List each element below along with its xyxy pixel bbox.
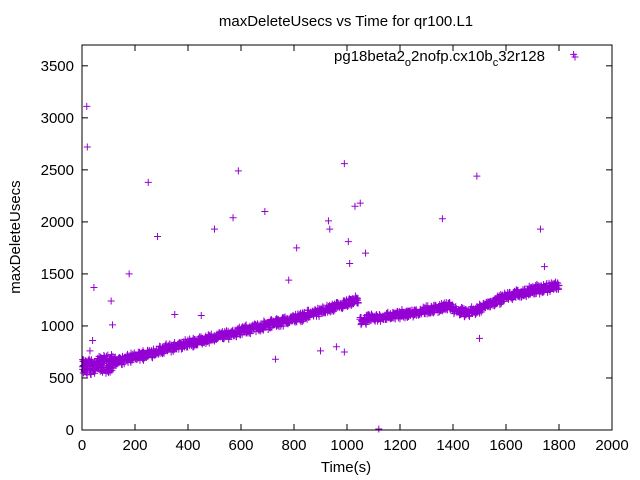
outlier-point <box>83 143 91 151</box>
outlier-point <box>293 244 301 252</box>
outlier-point <box>171 311 179 318</box>
outlier-point <box>438 215 446 223</box>
y-tick-label: 500 <box>49 370 74 387</box>
data-point <box>476 309 484 317</box>
data-point <box>499 297 507 305</box>
y-axis-label: maxDeleteUsecs <box>7 180 24 293</box>
y-tick-label: 1000 <box>41 318 74 335</box>
y-tick-label: 3500 <box>41 58 74 75</box>
outlier-point <box>144 178 152 186</box>
outlier-point <box>89 337 97 345</box>
outlier-point <box>285 276 293 284</box>
data-point <box>228 327 236 335</box>
outlier-point <box>234 167 242 175</box>
x-tick-label: 1600 <box>489 437 522 454</box>
legend: pg18beta2o2nofp.cx10bc32r128 <box>334 48 579 69</box>
x-tick-label: 2000 <box>595 437 628 454</box>
y-axis: 0 500 1000 1500 2000 2500 3000 3500 <box>41 58 612 439</box>
plot-frame <box>81 44 613 431</box>
outlier-point <box>362 249 370 257</box>
outlier-point <box>108 321 116 329</box>
outlier-point <box>340 160 348 168</box>
data-points <box>79 50 578 433</box>
data-point <box>105 367 113 375</box>
outlier-point <box>332 343 340 351</box>
y-tick-label: 2500 <box>41 162 74 179</box>
outlier-point <box>154 232 162 240</box>
chart-title: maxDeleteUsecs vs Time for qr100.L1 <box>219 13 473 30</box>
data-point <box>205 339 213 347</box>
outlier-point <box>125 270 133 278</box>
outlier-point <box>344 238 352 246</box>
x-tick-label: 600 <box>228 437 253 454</box>
legend-label: pg18beta2o2nofp.cx10bc32r128 <box>334 48 545 69</box>
outlier-point <box>351 202 359 210</box>
data-point <box>555 282 563 290</box>
x-tick-label: 800 <box>281 437 306 454</box>
x-tick-label: 1200 <box>383 437 416 454</box>
x-axis-label: Time(s) <box>321 459 371 476</box>
data-point <box>338 305 346 313</box>
legend-label-sub: o <box>405 57 411 69</box>
data-point <box>354 299 362 307</box>
y-tick-label: 3000 <box>41 110 74 127</box>
outlier-point <box>536 225 544 233</box>
outlier-point <box>90 283 98 291</box>
outlier-point <box>346 260 354 268</box>
outlier-point <box>317 347 324 355</box>
data-point <box>108 351 116 359</box>
data-point <box>315 312 323 320</box>
outlier-point <box>340 348 348 356</box>
y-tick-label: 2000 <box>41 214 74 231</box>
legend-marker <box>571 53 579 61</box>
x-tick-label: 400 <box>175 437 200 454</box>
legend-label-part: pg18beta2 <box>334 48 405 65</box>
x-tick-label: 200 <box>122 437 147 454</box>
outlier-point <box>540 263 548 271</box>
outlier-point <box>473 172 481 180</box>
y-tick-label: 0 <box>66 422 74 439</box>
legend-marker-symbol <box>571 53 579 61</box>
outlier-point <box>83 102 91 110</box>
outlier-point <box>324 217 332 225</box>
legend-label-part: 2nofp.cx10b <box>411 48 493 65</box>
x-axis: 0 200 400 600 800 1000 1200 1400 1600 1800 2000 <box>78 45 629 454</box>
data-point <box>459 304 467 312</box>
outlier-point <box>326 225 334 233</box>
outlier-point <box>86 347 94 355</box>
data-point <box>120 360 128 368</box>
outlier-point <box>197 312 205 320</box>
legend-label-sub: c <box>493 57 499 69</box>
outlier-point <box>261 207 269 215</box>
outlier-point <box>229 214 237 222</box>
y-tick-label: 1500 <box>41 266 74 283</box>
outlier-point <box>107 297 115 305</box>
outlier-point <box>375 425 383 433</box>
outlier-point <box>476 334 483 342</box>
data-point <box>362 320 370 328</box>
outlier-point <box>211 225 218 233</box>
x-tick-label: 1400 <box>436 437 469 454</box>
outlier-point <box>271 355 279 363</box>
x-tick-label: 1000 <box>330 437 363 454</box>
legend-label-part: 32r128 <box>498 48 545 65</box>
x-tick-label: 1800 <box>542 437 575 454</box>
outlier-point <box>356 199 364 207</box>
x-tick-label: 0 <box>78 437 86 454</box>
data-point <box>279 322 287 330</box>
